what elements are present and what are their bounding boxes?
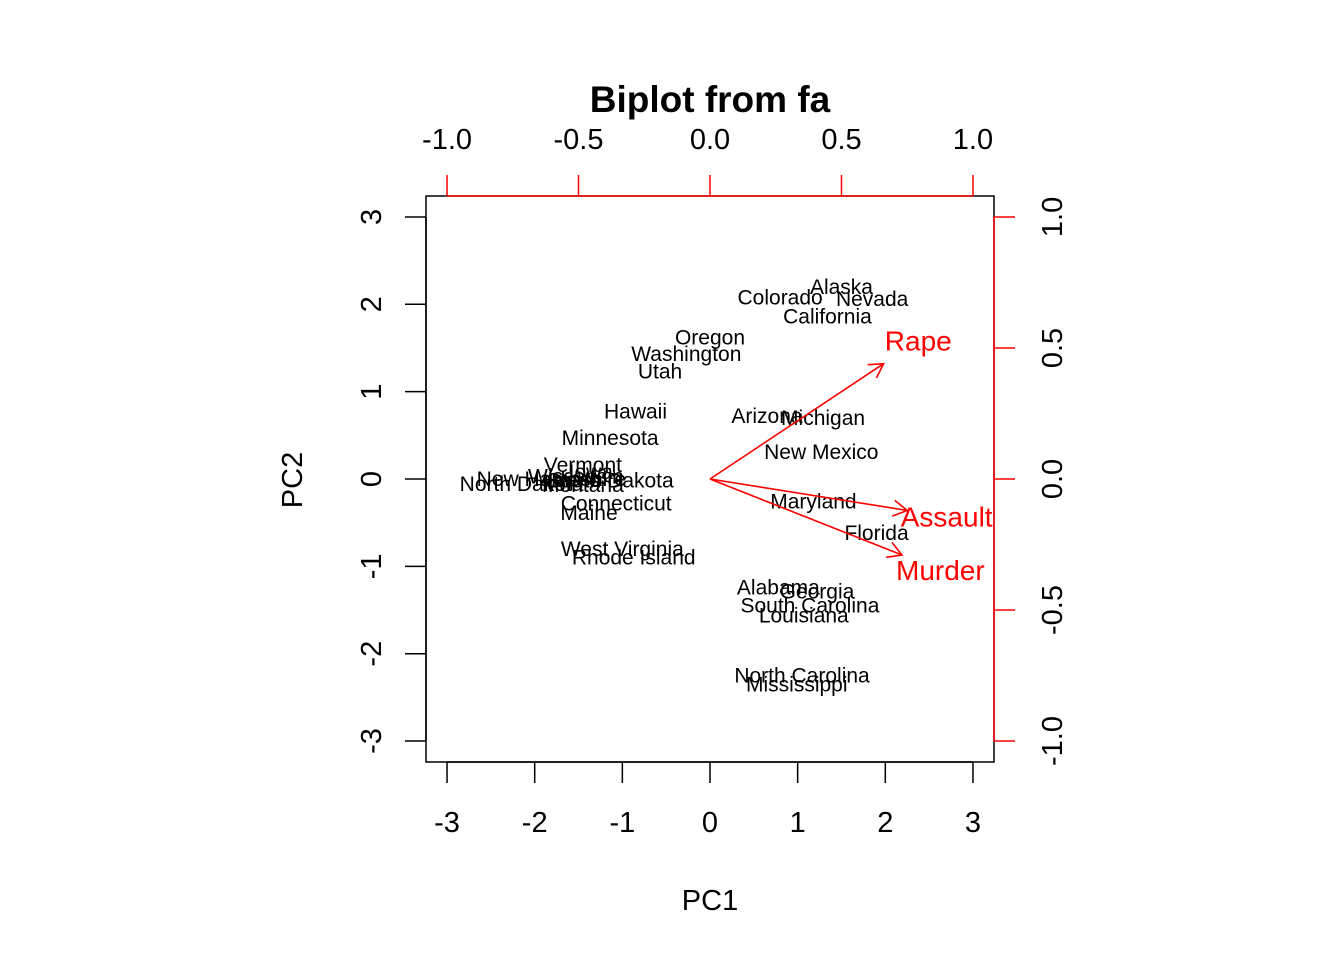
right-tick-label: 0.5 bbox=[1037, 328, 1069, 368]
point-label: Hawaii bbox=[604, 401, 667, 424]
point-label: Michigan bbox=[781, 407, 865, 430]
point-label: Vermont bbox=[544, 454, 622, 477]
point-label: Utah bbox=[638, 361, 682, 384]
y-tick-label: 2 bbox=[356, 296, 388, 312]
right-axis: -1.0 -0.5 0.0 0.5 1.0 bbox=[993, 197, 1069, 766]
point-label: Arizona bbox=[731, 405, 803, 428]
point-label: Connecticut bbox=[561, 492, 672, 515]
x-tick-label: 3 bbox=[965, 807, 981, 839]
y-tick-label: 0 bbox=[356, 471, 388, 487]
point-label: Minnesota bbox=[562, 427, 659, 450]
y-tick-label: -1 bbox=[356, 553, 388, 579]
loading-label: Rape bbox=[885, 326, 952, 357]
loading-arrow-head bbox=[886, 541, 904, 559]
point-label: West Virginia bbox=[561, 538, 684, 561]
top-tick-label: -1.0 bbox=[422, 124, 472, 156]
point-label: Idaho bbox=[548, 469, 601, 492]
loading-arrows: Rape Assault Murder bbox=[709, 326, 993, 586]
x-tick-label: 2 bbox=[877, 807, 893, 839]
y-axis-label: PC2 bbox=[277, 452, 309, 508]
point-label: Alaska bbox=[810, 276, 873, 299]
point-label: Alabama bbox=[737, 576, 820, 599]
point-label: Colorado bbox=[738, 286, 823, 309]
loading-arrow-head bbox=[891, 499, 909, 517]
point-label: Montana bbox=[542, 474, 624, 497]
point-label: Louisiana bbox=[759, 604, 849, 627]
point-label: Nevada bbox=[836, 288, 909, 311]
point-label: North Dakota bbox=[460, 473, 584, 496]
top-tick-label: 0.0 bbox=[690, 124, 730, 156]
y-tick-label: -2 bbox=[356, 641, 388, 667]
x-axis-label: PC1 bbox=[682, 885, 738, 917]
top-tick-label: -0.5 bbox=[554, 124, 604, 156]
point-label: Georgia bbox=[780, 581, 855, 604]
loading-arrow-shaft bbox=[709, 363, 884, 480]
loading-arrow-shaft bbox=[709, 478, 908, 512]
point-label: New Mexico bbox=[764, 441, 878, 464]
chart-title: Biplot from fa bbox=[590, 79, 831, 120]
point-label: North Carolina bbox=[734, 665, 870, 688]
top-tick-label: 0.5 bbox=[821, 124, 861, 156]
point-label: Maine bbox=[560, 502, 617, 525]
top-tick-label: 1.0 bbox=[953, 124, 993, 156]
right-tick-label: -0.5 bbox=[1037, 585, 1069, 635]
point-label: Florida bbox=[844, 522, 909, 545]
point-label: Oregon bbox=[675, 327, 745, 350]
point-label: Wisconsin bbox=[528, 465, 624, 488]
y-tick-label: 1 bbox=[356, 384, 388, 400]
x-tick-label: -2 bbox=[522, 807, 548, 839]
x-tick-label: 1 bbox=[790, 807, 806, 839]
point-label: Rhode Island bbox=[572, 547, 696, 570]
point-label: New Hampshire bbox=[477, 468, 626, 491]
point-label: Iowa bbox=[569, 461, 614, 484]
right-tick-label: -1.0 bbox=[1037, 716, 1069, 766]
left-axis: -3 -2 -1 0 1 2 3 bbox=[356, 209, 427, 754]
point-label: Maryland bbox=[770, 491, 856, 514]
point-label: South Carolina bbox=[740, 595, 879, 618]
point-label: Washington bbox=[631, 343, 741, 366]
y-tick-label: 3 bbox=[356, 209, 388, 225]
point-label: South Dakota bbox=[546, 470, 674, 493]
x-tick-label: -3 bbox=[434, 807, 460, 839]
bottom-axis: -3 -2 -1 0 1 2 3 bbox=[434, 761, 981, 839]
y-tick-label: -3 bbox=[356, 728, 388, 754]
x-tick-label: 0 bbox=[702, 807, 718, 839]
point-label: California bbox=[783, 306, 872, 329]
x-tick-label: -1 bbox=[609, 807, 635, 839]
loading-label: Murder bbox=[896, 555, 985, 586]
loading-label: Assault bbox=[901, 502, 993, 533]
right-tick-label: 1.0 bbox=[1037, 197, 1069, 237]
loading-arrow-head bbox=[867, 362, 885, 379]
point-label: Mississippi bbox=[746, 673, 848, 696]
loading-arrow-shaft bbox=[709, 478, 903, 556]
top-axis: -1.0 -0.5 0.0 0.5 1.0 bbox=[422, 124, 993, 197]
right-tick-label: 0.0 bbox=[1037, 459, 1069, 499]
